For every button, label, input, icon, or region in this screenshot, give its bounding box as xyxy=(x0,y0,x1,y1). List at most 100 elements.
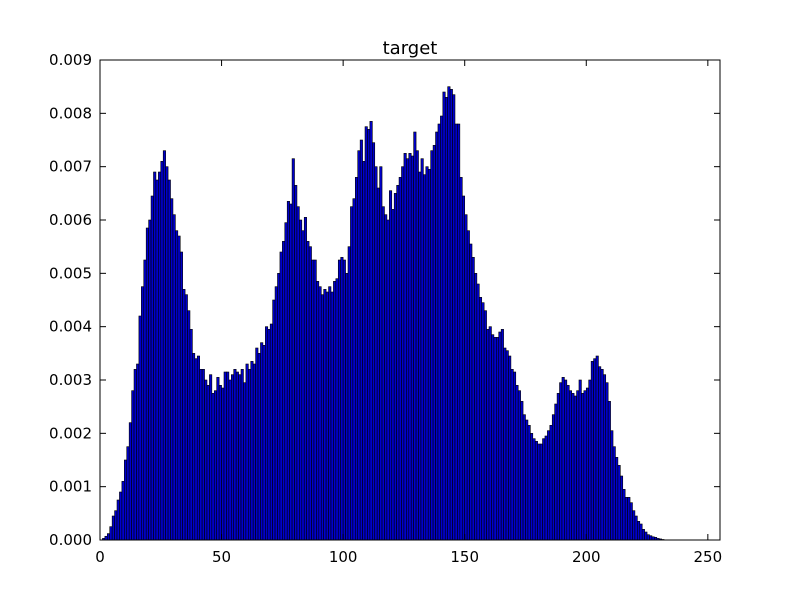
histogram-bar xyxy=(335,278,339,541)
histogram-bar xyxy=(141,286,145,541)
histogram-bar xyxy=(136,363,140,541)
y-axis: 0.000 0.001 0.002 0.003 0.004 0.005 0.006 0.007… xyxy=(49,51,720,549)
histogram-bar xyxy=(457,123,461,541)
histogram-bar xyxy=(639,523,643,541)
histogram-bar xyxy=(226,371,230,541)
histogram-bar xyxy=(430,150,434,541)
histogram-bar xyxy=(406,158,410,541)
histogram-bar xyxy=(179,251,183,541)
histogram-bar xyxy=(213,390,218,541)
histogram-bar xyxy=(199,369,203,541)
histogram-bar xyxy=(138,315,142,541)
histogram-bar xyxy=(248,369,252,541)
histogram-bar xyxy=(622,489,626,541)
histogram-bar xyxy=(330,291,334,541)
histogram-bar xyxy=(354,177,359,541)
histogram-bar xyxy=(420,158,424,541)
histogram-bar xyxy=(471,257,475,541)
histogram-bar xyxy=(325,291,329,541)
histogram-bar xyxy=(221,387,225,541)
histogram-bar xyxy=(320,294,324,541)
histogram-bar xyxy=(313,259,317,541)
histogram-bar xyxy=(143,259,147,541)
histogram-bar xyxy=(228,379,232,541)
histogram-bar xyxy=(267,329,271,541)
histogram-bar xyxy=(510,369,514,541)
histogram-bar xyxy=(576,390,580,541)
histogram-bar xyxy=(294,185,298,541)
y-tick-label: 0.002 xyxy=(49,424,92,442)
histogram-bar xyxy=(634,515,638,541)
histogram-bar xyxy=(478,297,483,541)
histogram-bar xyxy=(150,195,154,541)
histogram-bar xyxy=(542,438,546,541)
histogram-bar xyxy=(566,385,570,541)
histogram-bar xyxy=(369,121,373,541)
histogram-bar xyxy=(362,161,366,541)
x-tick-label: 100 xyxy=(329,548,358,566)
histogram-bar xyxy=(500,329,504,541)
histogram-bar xyxy=(547,430,551,541)
histogram-bar xyxy=(393,193,397,541)
histogram-bar xyxy=(537,443,541,541)
histogram-bar xyxy=(165,166,169,541)
histogram-bar xyxy=(646,534,650,541)
histogram-bar xyxy=(352,198,356,541)
histogram-bar xyxy=(206,385,210,541)
histogram-bar xyxy=(649,535,653,541)
x-tick-label: 0 xyxy=(95,548,105,566)
histogram-bar xyxy=(520,401,524,541)
histogram-bar xyxy=(488,326,492,541)
histogram-bar xyxy=(243,382,247,541)
histogram-bar xyxy=(192,353,196,541)
x-tick-label: 200 xyxy=(572,548,601,566)
histogram-bar xyxy=(610,430,614,541)
histogram-bar xyxy=(284,222,288,541)
histogram-bar xyxy=(559,382,563,541)
histogram-bar xyxy=(111,515,115,541)
y-tick-label: 0.009 xyxy=(49,51,92,69)
histogram-bar xyxy=(162,150,166,541)
histogram-bar xyxy=(316,281,320,541)
y-tick-label: 0.008 xyxy=(49,104,92,122)
histogram-bar xyxy=(556,393,560,541)
histogram-bar xyxy=(437,123,441,541)
histogram-bar xyxy=(245,363,249,541)
histogram-bar xyxy=(372,142,376,541)
histogram-bar xyxy=(121,481,125,541)
histogram-bar xyxy=(167,179,171,541)
histogram-bar xyxy=(350,206,354,541)
histogram-bar xyxy=(544,435,548,541)
histogram-bar xyxy=(602,374,607,541)
histogram-bar xyxy=(517,390,521,541)
histogram-bar xyxy=(505,350,509,541)
histogram-bar xyxy=(534,441,538,541)
histogram-bar xyxy=(184,294,188,541)
histogram-bar xyxy=(427,169,431,541)
histogram-bar xyxy=(525,419,529,541)
histogram-bar xyxy=(340,257,344,541)
histogram-bar xyxy=(364,126,368,541)
histogram-bar xyxy=(216,377,220,541)
histogram-bar xyxy=(408,153,412,541)
histogram-bar xyxy=(235,371,239,541)
histogram-bar xyxy=(491,334,495,541)
y-tick-label: 0.001 xyxy=(49,478,92,496)
histogram-bar xyxy=(274,286,278,541)
histogram-bar xyxy=(318,286,322,541)
histogram-bar xyxy=(425,166,429,541)
histogram-bar xyxy=(345,273,349,541)
histogram-bar xyxy=(454,123,458,541)
histogram-bar xyxy=(620,475,624,541)
histogram-bar xyxy=(513,371,517,541)
histogram-bar xyxy=(279,251,283,541)
histogram-bar xyxy=(196,355,200,541)
x-tick-label: 250 xyxy=(694,548,723,566)
histogram-bar xyxy=(530,433,534,541)
histogram-bar xyxy=(303,217,307,541)
histogram-bar xyxy=(126,446,130,541)
histogram-bar xyxy=(211,393,215,541)
histogram-bar xyxy=(581,393,585,541)
histogram-bar xyxy=(571,393,575,541)
histogram-bar xyxy=(644,531,648,541)
